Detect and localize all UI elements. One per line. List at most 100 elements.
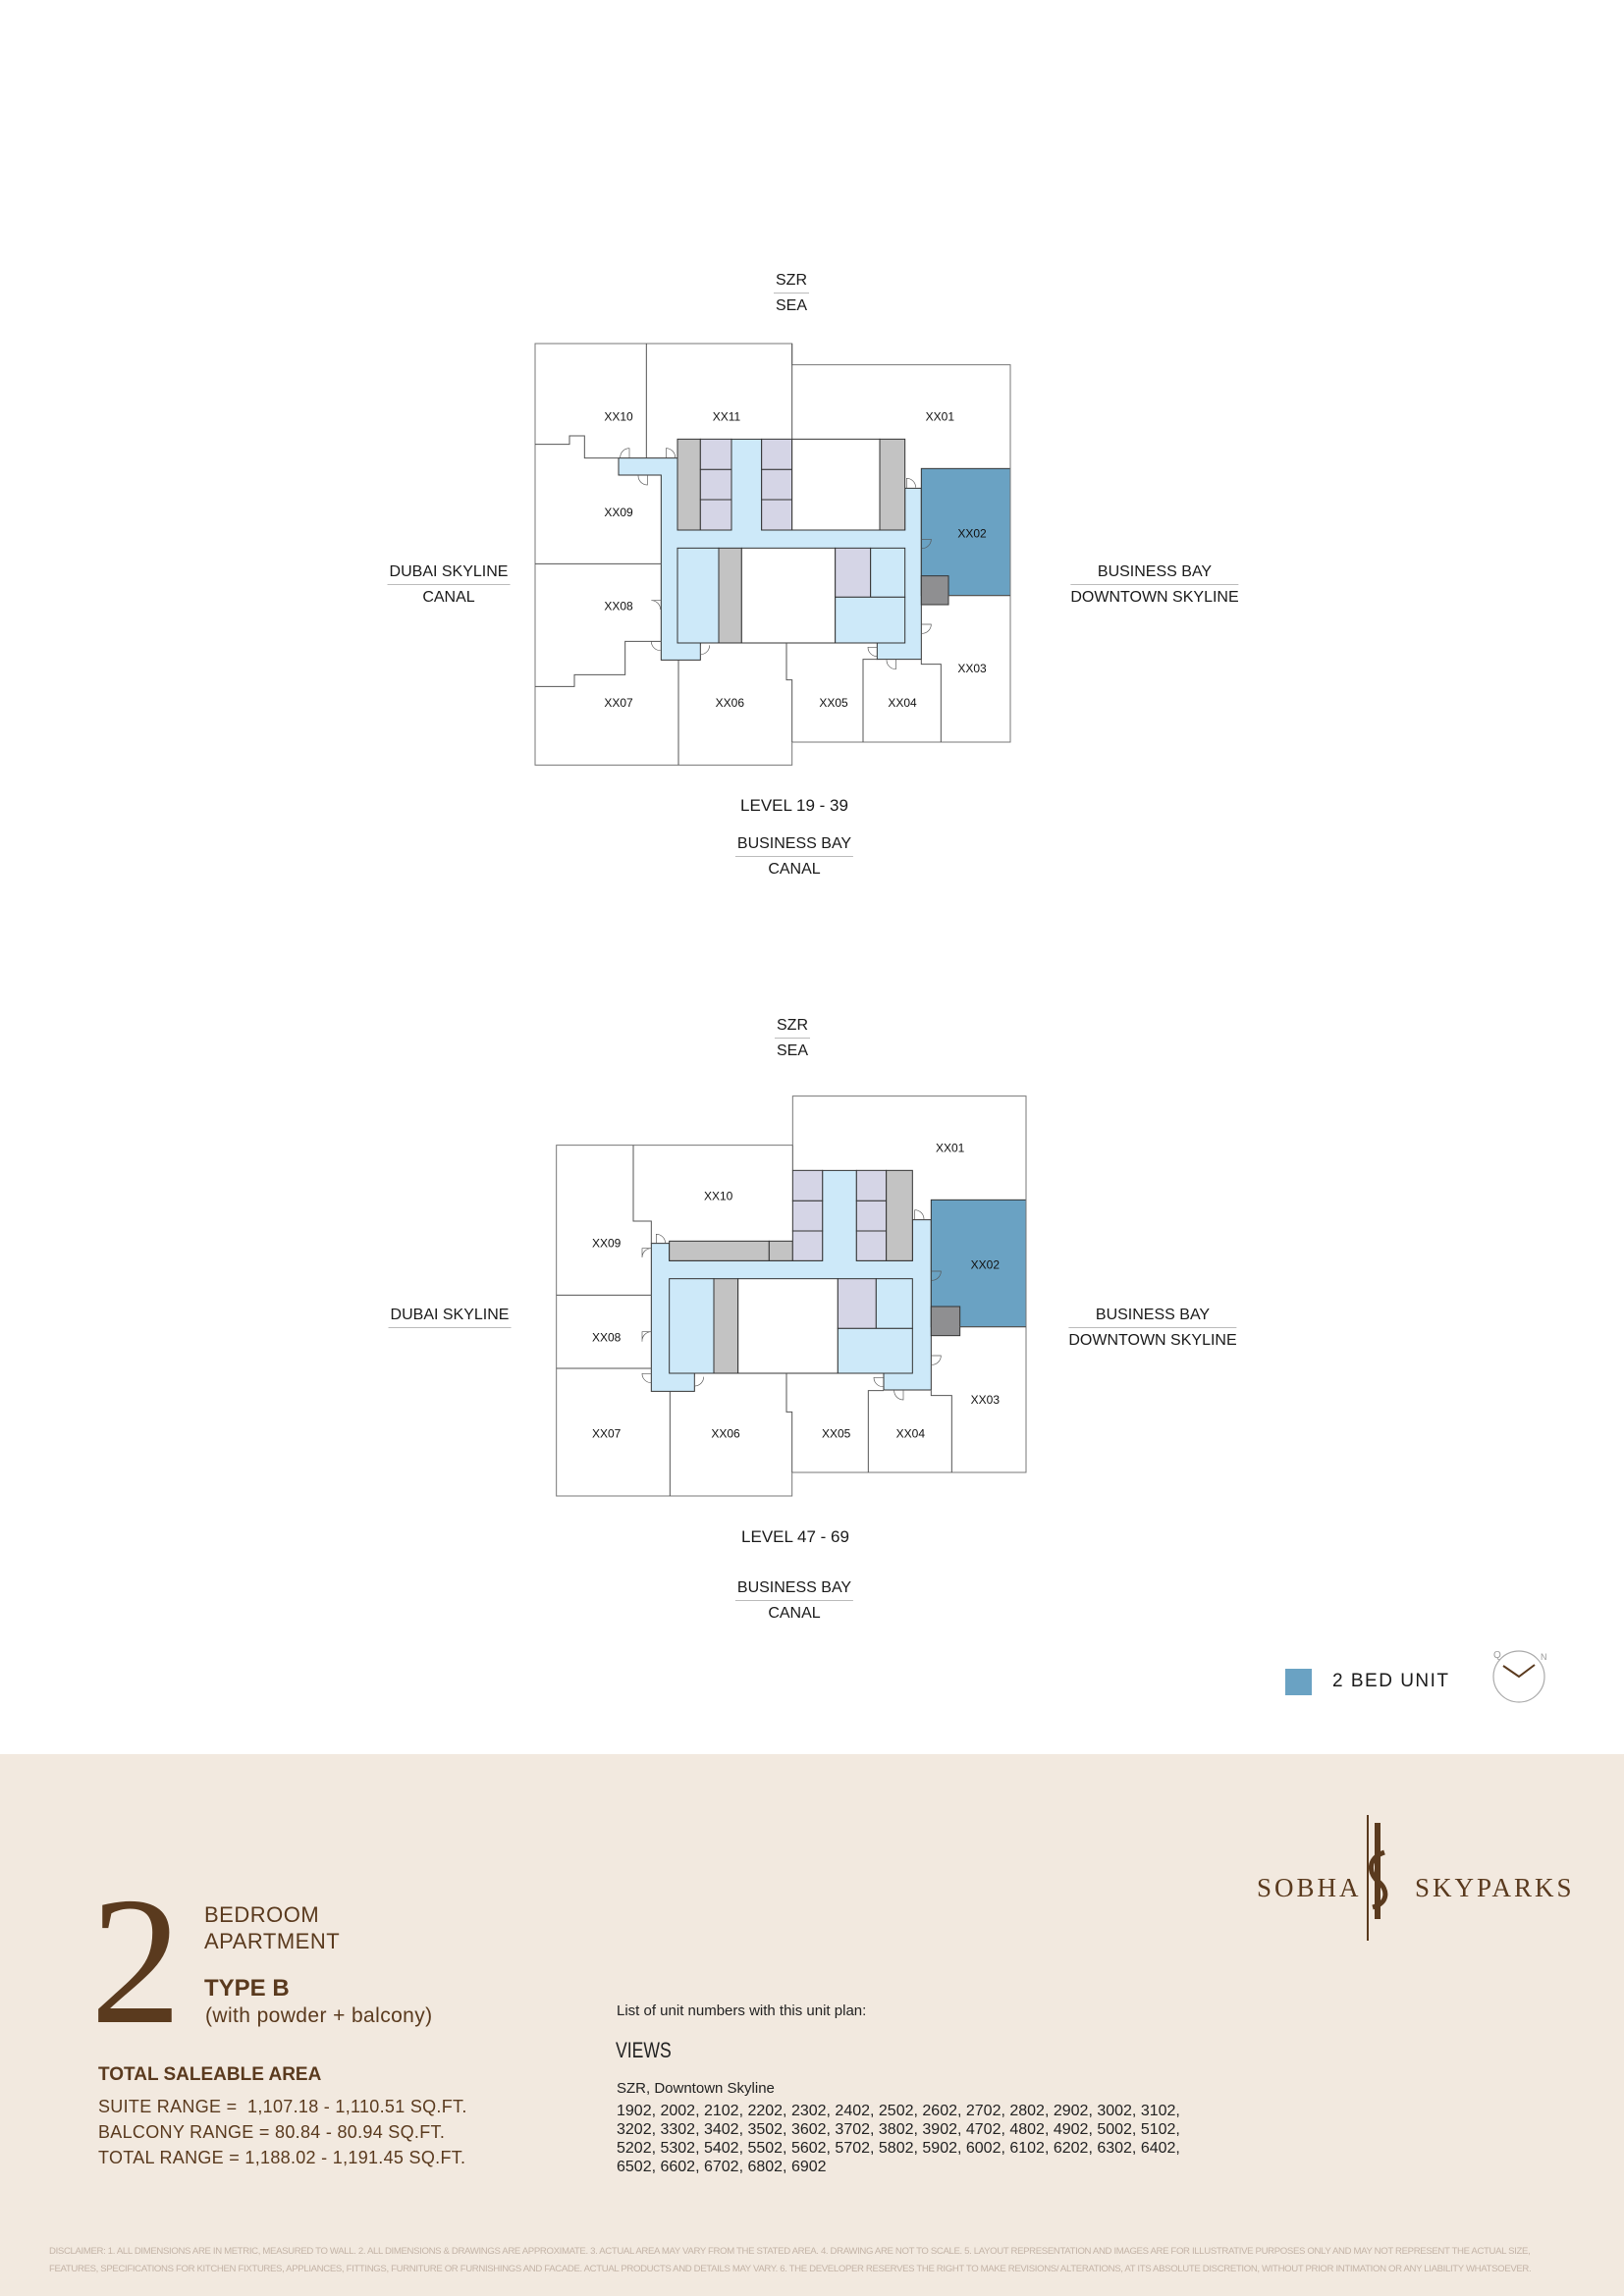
core-gray — [879, 438, 906, 531]
plan2-bottom-view: BUSINESS BAY CANAL — [734, 1575, 854, 1626]
unit-numbers-line: 3202, 3302, 3402, 3502, 3602, 3702, 3802… — [617, 2121, 1180, 2138]
view-label: BUSINESS BAY — [734, 1575, 854, 1601]
core-white — [791, 438, 881, 531]
logo-text-right: SKYPARKS — [1415, 1873, 1575, 1902]
unit-label: XX03 — [957, 662, 987, 675]
bedroom-count: 2 — [90, 1860, 182, 2062]
unit-title-line: APARTMENT — [204, 1929, 341, 1953]
unit-divider — [556, 1145, 1026, 1496]
logo-text-left: SOBHA — [1257, 1873, 1362, 1902]
unit-label: XX08 — [592, 1331, 622, 1345]
unit-xx02-highlight[interactable] — [920, 467, 1011, 597]
units-list-intro: List of unit numbers with this unit plan… — [617, 2002, 867, 2019]
plan2-level: LEVEL 47 - 69 — [741, 1527, 849, 1546]
unit-label: XX06 — [711, 1426, 740, 1440]
core-blue — [837, 1327, 913, 1374]
unit-label: XX04 — [896, 1426, 926, 1440]
core-purple — [855, 1230, 888, 1261]
disclaimer-line: FEATURES, SPECIFICATIONS FOR KITCHEN FIX… — [49, 2264, 1532, 2274]
unit-divider — [535, 344, 1010, 766]
door-icon — [641, 1209, 942, 1401]
core-purple — [791, 1200, 824, 1232]
shaft — [920, 575, 949, 606]
plan1-floorplan: XX10 XX11 XX01 XX09 XX02 XX08 XX03 XX07 … — [534, 343, 1011, 766]
unit-label: XX09 — [592, 1237, 622, 1251]
view-label: SEA — [776, 1042, 808, 1059]
unit-label: XX02 — [957, 526, 987, 540]
core-white — [737, 1278, 839, 1374]
core-purple — [699, 499, 732, 531]
unit-label: XX10 — [604, 409, 633, 423]
unit-label: XX06 — [716, 696, 745, 710]
core-white — [740, 547, 837, 644]
plan1-top-view: SZR SEA — [774, 268, 809, 318]
sobha-logo-mark-icon — [1367, 1815, 1388, 1941]
unit-numbers: 1902, 2002, 2102, 2202, 2302, 2402, 2502… — [617, 2102, 1180, 2176]
core-gray — [886, 1169, 913, 1261]
core-gray — [768, 1240, 793, 1261]
unit-label: XX05 — [819, 696, 848, 710]
unit-label: XX07 — [592, 1426, 622, 1440]
view-label: BUSINESS BAY — [1070, 560, 1239, 585]
unit-label: XX01 — [926, 409, 955, 423]
unit-type: TYPE B — [204, 1975, 290, 2002]
core-purple — [761, 468, 793, 501]
door-icon — [620, 448, 932, 670]
unit-numbers-line: 6502, 6602, 6702, 6802, 6902 — [617, 2159, 827, 2175]
unit-label: XX07 — [604, 696, 633, 710]
view-label: DUBAI SKYLINE — [387, 560, 511, 585]
balcony-range: BALCONY RANGE = 80.84 - 80.94 SQ.FT. — [98, 2122, 446, 2142]
core-purple — [761, 438, 793, 470]
outer-wall — [556, 1095, 1027, 1497]
core-blue — [870, 547, 906, 598]
info-band — [0, 1754, 1624, 2296]
unit-label: XX04 — [888, 696, 917, 710]
unit-subtype: (with powder + balcony) — [205, 2004, 433, 2027]
total-range: TOTAL RANGE = 1,188.02 - 1,191.45 SQ.FT. — [98, 2148, 466, 2167]
area-title: TOTAL SALEABLE AREA — [98, 2064, 322, 2085]
views-title: VIEWS — [616, 2038, 672, 2062]
view-label: SZR — [775, 1013, 810, 1039]
view-label: DOWNTOWN SKYLINE — [1068, 1332, 1237, 1349]
core-purple — [699, 468, 732, 501]
core-purple — [837, 1278, 877, 1329]
core-blue — [875, 1278, 913, 1329]
unit-label: XX09 — [604, 506, 633, 519]
view-label: DOWNTOWN SKYLINE — [1070, 589, 1239, 606]
plan1-bottom-view: BUSINESS BAY CANAL — [734, 831, 854, 881]
view-label: CANAL — [768, 1605, 821, 1622]
unit-label: XX10 — [704, 1189, 733, 1202]
core-purple — [835, 547, 872, 598]
plan2-floorplan: XX01 XX10 XX09 XX02 XX08 XX03 XX07 XX06 … — [556, 1095, 1027, 1497]
core-blue — [669, 1278, 715, 1374]
unit-label: XX11 — [713, 409, 741, 423]
core-blue — [835, 596, 906, 644]
compass-north-icon: Q N — [1492, 1650, 1547, 1703]
core-gray — [718, 547, 742, 644]
core-blue — [677, 547, 720, 644]
view-label: SEA — [775, 297, 807, 314]
plan2-right-view: BUSINESS BAY DOWNTOWN SKYLINE — [1068, 1303, 1237, 1353]
unit-xx02-highlight[interactable] — [930, 1199, 1027, 1328]
view-label: BUSINESS BAY — [734, 831, 854, 857]
compass-letter: Q — [1493, 1650, 1501, 1661]
view-name: SZR, Downtown Skyline — [617, 2080, 775, 2097]
unit-label: XX02 — [971, 1257, 1001, 1271]
core-gray — [713, 1278, 739, 1374]
unit-numbers-line: 5202, 5302, 5402, 5502, 5602, 5702, 5802… — [617, 2140, 1180, 2157]
plan1-right-view: BUSINESS BAY DOWNTOWN SKYLINE — [1070, 560, 1239, 610]
core-purple — [761, 499, 793, 531]
core-purple — [855, 1169, 888, 1201]
plan1-level: LEVEL 19 - 39 — [740, 796, 848, 815]
unit-label: XX03 — [971, 1393, 1001, 1407]
unit-numbers-line: 1902, 2002, 2102, 2202, 2302, 2402, 2502… — [617, 2103, 1180, 2119]
core-gray — [677, 438, 701, 531]
view-label: BUSINESS BAY — [1068, 1303, 1237, 1328]
unit-label: XX01 — [936, 1141, 965, 1154]
plan1-left-view: DUBAI SKYLINE CANAL — [387, 560, 511, 610]
view-label: CANAL — [768, 861, 821, 878]
unit-label: XX08 — [604, 600, 633, 614]
legend-label: 2 BED UNIT — [1332, 1671, 1450, 1691]
unit-label: XX05 — [822, 1426, 851, 1440]
core-purple — [791, 1230, 824, 1261]
